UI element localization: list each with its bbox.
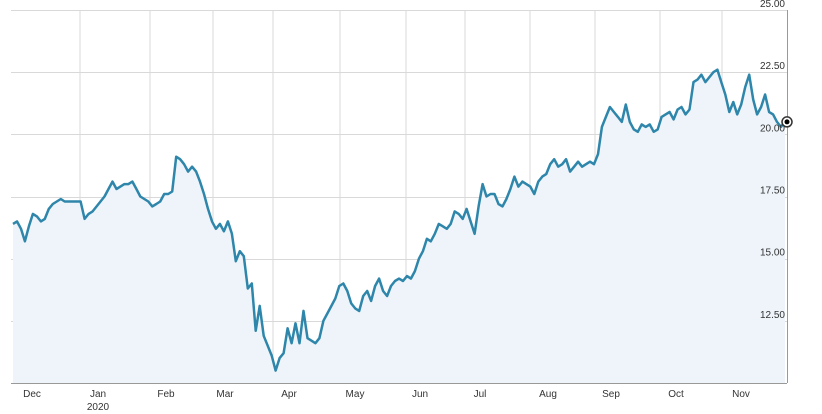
x-tick-label: Jun <box>412 389 428 400</box>
x-tick-label: Mar <box>216 389 234 400</box>
series-area-fill <box>13 69 785 383</box>
y-tick-label: 15.00 <box>760 248 785 259</box>
x-tick-label: Dec <box>23 389 41 400</box>
x-tick-label: May <box>346 389 365 400</box>
y-tick-label: 25.00 <box>760 0 785 10</box>
x-tick-label: Jul <box>474 389 487 400</box>
last-point-marker-center <box>784 119 790 125</box>
y-tick-label: 17.50 <box>760 186 785 197</box>
y-tick-label: 12.50 <box>760 310 785 321</box>
x-tick-label: Apr <box>281 389 297 400</box>
x-axis-ticks: Dec Jan Feb Mar Apr May Jun Jul Aug Sep Oct Nov <box>23 389 750 400</box>
x-tick-label: Oct <box>668 389 684 400</box>
series-line <box>12 68 786 372</box>
y-tick-label: 22.50 <box>760 61 785 72</box>
x-tick-label: Jan <box>90 389 106 400</box>
year-label: 2020 <box>87 402 110 413</box>
y-tick-label: 20.00 <box>760 123 785 134</box>
x-tick-label: Aug <box>539 389 557 400</box>
x-tick-label: Feb <box>157 389 175 400</box>
y-axis-ticks: 12.50 15.00 17.50 20.00 22.50 25.00 <box>760 0 785 321</box>
x-tick-label: Sep <box>602 389 620 400</box>
x-tick-label: Nov <box>732 389 750 400</box>
